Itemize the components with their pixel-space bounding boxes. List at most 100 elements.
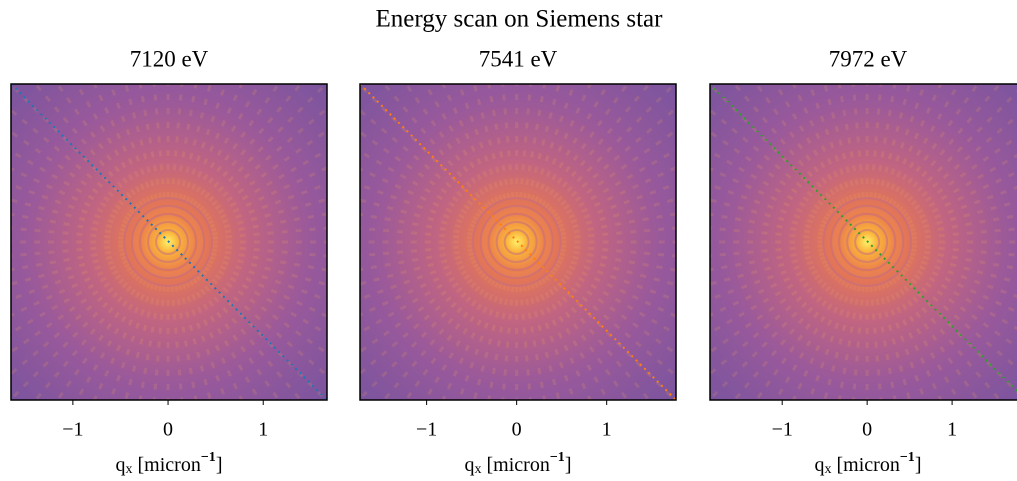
speckle-ray bbox=[11, 257, 145, 354]
speckle-ray bbox=[880, 267, 961, 400]
speckle-ray bbox=[176, 84, 228, 215]
ring bbox=[495, 221, 538, 263]
speckle-ray bbox=[11, 255, 143, 335]
x-tick-label: 0 bbox=[512, 419, 522, 441]
speckle-ray bbox=[181, 267, 262, 400]
speckle-ray bbox=[360, 262, 497, 400]
speckle-ray bbox=[885, 84, 1002, 220]
speckle-ray bbox=[520, 84, 547, 213]
speckle-ray bbox=[92, 268, 157, 400]
speckle-ray bbox=[360, 130, 493, 227]
speckle-ray bbox=[538, 260, 676, 378]
speckle-ray bbox=[870, 271, 897, 400]
speckle-ray bbox=[360, 255, 492, 335]
speckle-ray bbox=[889, 114, 1017, 224]
speckle-ray bbox=[194, 166, 327, 231]
speckle-ray bbox=[181, 84, 262, 217]
speckle-ray bbox=[190, 106, 327, 224]
speckle-ray bbox=[536, 84, 676, 222]
speckle-ray bbox=[710, 212, 838, 239]
speckle-ray bbox=[92, 84, 157, 216]
speckle-ray bbox=[791, 84, 856, 216]
speckle-ray bbox=[124, 84, 162, 214]
speckle-ray bbox=[472, 270, 511, 400]
ring bbox=[471, 197, 562, 287]
speckle-ray bbox=[710, 108, 846, 224]
speckle-ray bbox=[179, 268, 244, 400]
speckle-ray bbox=[11, 253, 142, 317]
speckle-ray bbox=[11, 226, 139, 241]
x-axis-label-part: q bbox=[116, 454, 126, 476]
x-axis-label-part: −1 bbox=[201, 450, 216, 465]
speckle-ray bbox=[545, 197, 676, 236]
speckle-ray bbox=[33, 84, 150, 220]
speckle-ray bbox=[360, 149, 492, 229]
x-tick-label: 0 bbox=[163, 419, 173, 441]
speckle-ray bbox=[174, 270, 212, 400]
x-axis-label-part: x bbox=[126, 462, 133, 477]
x-axis-label-part: −1 bbox=[900, 450, 915, 465]
ring bbox=[123, 197, 214, 287]
speckle-ray bbox=[169, 271, 184, 400]
x-axis-label-part: [micron bbox=[482, 454, 550, 476]
speckle-ray bbox=[541, 148, 676, 229]
x-axis-label-part: ] bbox=[216, 454, 223, 476]
speckle-ray bbox=[538, 106, 676, 224]
speckle-ray bbox=[360, 245, 488, 272]
speckle-ray bbox=[710, 226, 838, 241]
speckle-ray bbox=[710, 245, 838, 272]
speckle-ray bbox=[710, 183, 840, 234]
speckle-ray bbox=[889, 260, 1017, 370]
speckle-ray bbox=[710, 149, 842, 229]
speckle-ray bbox=[880, 84, 961, 217]
speckle-ray bbox=[360, 198, 489, 236]
speckle-ray bbox=[152, 84, 167, 213]
speckle-ray bbox=[546, 243, 676, 258]
speckle-ray bbox=[197, 226, 327, 241]
speckle-ray bbox=[501, 84, 516, 213]
speckle-ray bbox=[791, 268, 856, 400]
panel-title: 7541 eV bbox=[479, 46, 558, 71]
x-tick-label: 1 bbox=[602, 419, 612, 441]
ring bbox=[487, 213, 546, 271]
speckle-ray bbox=[441, 268, 506, 400]
speckle-ray bbox=[754, 265, 852, 400]
speckle-ray bbox=[868, 271, 883, 400]
speckle-ray bbox=[360, 108, 495, 224]
speckle-ray bbox=[190, 260, 327, 378]
speckle-ray bbox=[382, 264, 499, 400]
speckle-ray bbox=[11, 130, 145, 227]
speckle-ray bbox=[11, 212, 139, 239]
axes-frame bbox=[359, 83, 677, 401]
speckle-ray bbox=[808, 269, 859, 400]
speckle-ray bbox=[894, 250, 1017, 299]
diffraction-image bbox=[710, 84, 1017, 400]
speckle-ray bbox=[543, 166, 676, 231]
ring bbox=[139, 213, 198, 271]
ring bbox=[147, 221, 190, 263]
speckle-ray bbox=[546, 226, 676, 241]
speckle-ray bbox=[441, 84, 506, 216]
speckle-ray bbox=[527, 268, 592, 400]
speckle-ray bbox=[138, 271, 165, 400]
speckle-ray bbox=[896, 243, 1017, 257]
ring bbox=[830, 205, 905, 279]
speckle-ray bbox=[138, 84, 165, 213]
ring bbox=[846, 221, 889, 263]
speckle-ray bbox=[196, 197, 327, 236]
speckle-ray bbox=[360, 84, 497, 222]
x-tick-label: 1 bbox=[947, 419, 957, 441]
speckle-ray bbox=[197, 243, 327, 258]
speckle-ray bbox=[197, 212, 327, 239]
speckle-ray bbox=[895, 200, 1017, 236]
speckle-ray bbox=[808, 84, 859, 215]
speckle-ray bbox=[75, 84, 155, 217]
axes-frame bbox=[709, 83, 1017, 401]
speckle-ray bbox=[360, 260, 495, 376]
speckle-ray bbox=[472, 84, 511, 214]
speckle-ray bbox=[124, 270, 162, 400]
speckle-ray bbox=[890, 257, 1017, 349]
x-axis-label-part: [micron bbox=[133, 454, 201, 476]
speckle-ray bbox=[892, 153, 1017, 229]
